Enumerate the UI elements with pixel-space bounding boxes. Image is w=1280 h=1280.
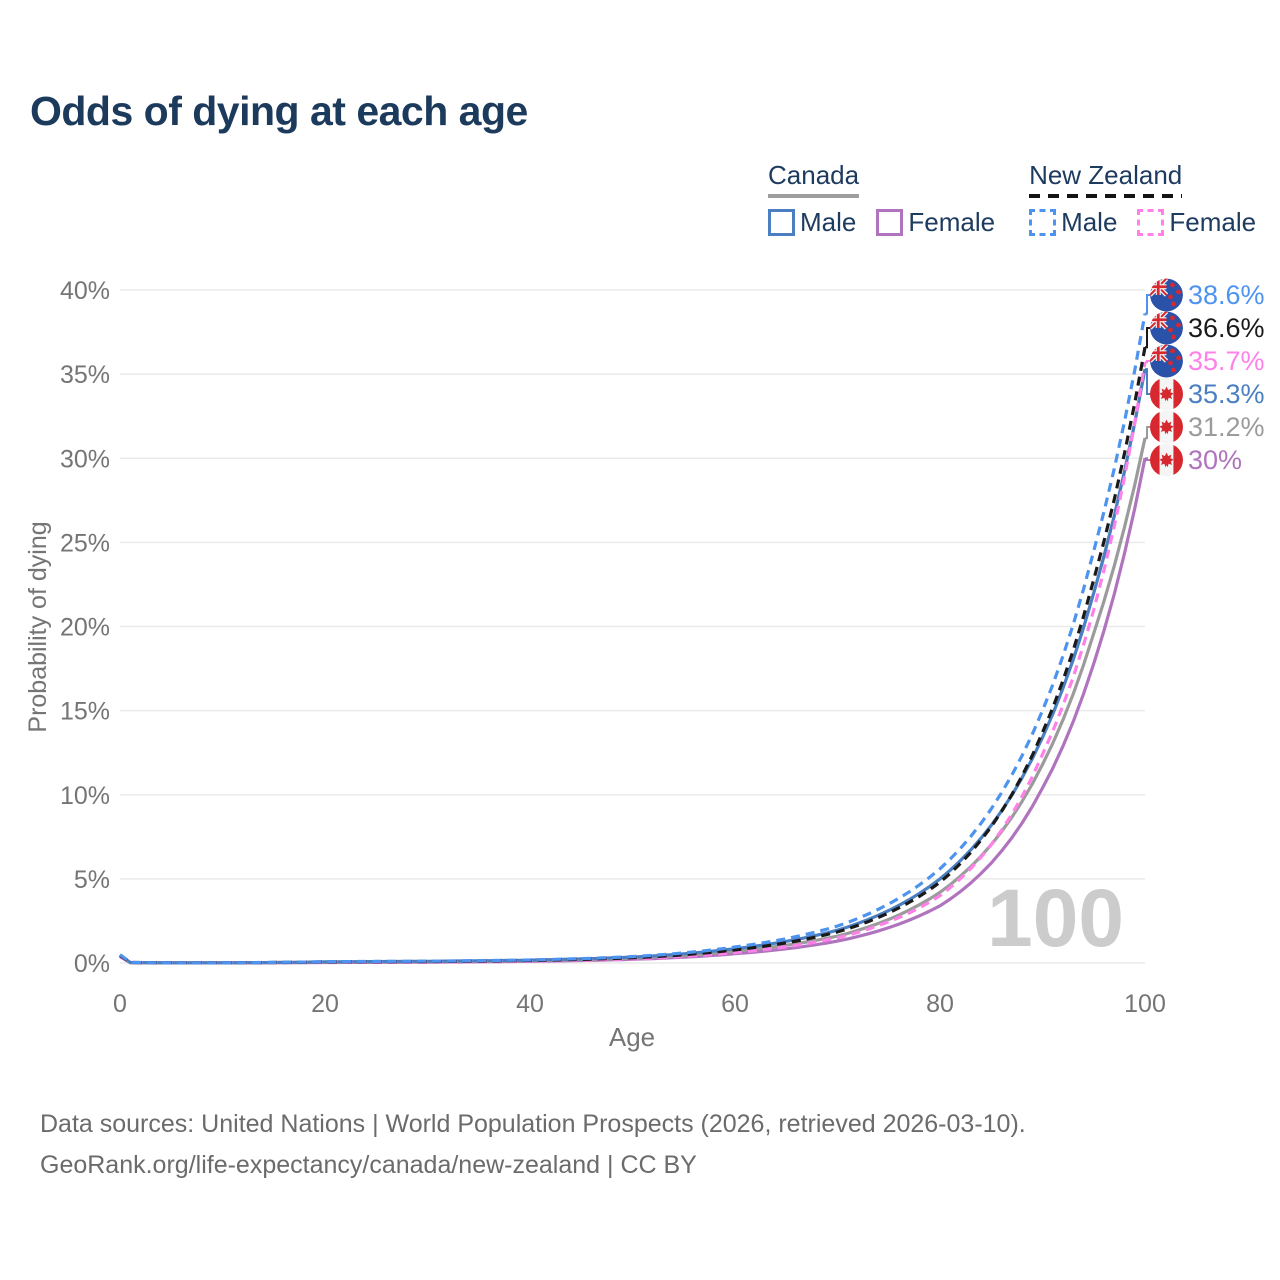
end-label-ca-male: 35.3%	[1145, 368, 1265, 411]
series-line-nz-both	[119, 346, 1147, 965]
legend-country-label: Canada	[768, 160, 860, 190]
legend-country-label: New Zealand	[1029, 160, 1183, 190]
x-axis-title: Age	[609, 1022, 655, 1052]
legend-item-label: Male	[800, 207, 857, 237]
chart-title: Odds of dying at each age	[30, 88, 528, 134]
y-tick-label-30: 30%	[60, 445, 110, 473]
end-label-value-nz-both: 36.6%	[1188, 313, 1265, 343]
y-axis-title: Probability of dying	[24, 521, 52, 732]
legend: Canada Male Female New Zealand	[768, 160, 1256, 238]
canada-flag-icon	[1150, 377, 1183, 411]
legend-items-canada: Male Female	[768, 207, 995, 238]
end-label-connector	[1145, 327, 1150, 349]
canada-line-sample	[768, 194, 860, 198]
end-label-connector	[1145, 294, 1150, 315]
legend-item-canada-female: Female	[876, 207, 995, 238]
legend-group-new-zealand: New Zealand Male Female	[1029, 160, 1256, 238]
y-tick-label-20: 20%	[60, 614, 110, 642]
x-tick-label-80: 80	[926, 990, 954, 1018]
y-tick-label-40: 40%	[60, 277, 110, 305]
footer-attribution: GeoRank.org/life-expectancy/canada/new-z…	[40, 1151, 697, 1179]
x-tick-label-40: 40	[516, 990, 544, 1018]
end-label-value-ca-both: 31.2%	[1188, 412, 1265, 442]
y-tick-label-0: 0%	[74, 950, 110, 978]
y-tick-label-25: 25%	[60, 529, 110, 557]
legend-items-new-zealand: Male Female	[1029, 207, 1256, 238]
x-tick-label-0: 0	[113, 990, 127, 1018]
new-zealand-flag-icon	[1150, 278, 1183, 312]
legend-group-canada: Canada Male Female	[768, 160, 995, 238]
new-zealand-flag-icon	[1150, 344, 1183, 378]
nz-male-swatch-icon	[1029, 209, 1057, 236]
end-label-nz-male: 38.6%	[1145, 278, 1265, 315]
end-label-value-nz-male: 38.6%	[1188, 280, 1265, 310]
end-label-connector	[1145, 426, 1150, 440]
end-label-value-ca-male: 35.3%	[1188, 379, 1265, 409]
legend-item-canada-male: Male	[768, 207, 856, 238]
x-tick-label-60: 60	[721, 990, 749, 1018]
new-zealand-line-sample	[1029, 194, 1183, 198]
new-zealand-flag-icon	[1150, 311, 1183, 345]
series-lines	[119, 313, 1147, 965]
y-tick-label-35: 35%	[60, 361, 110, 389]
legend-item-label: Female	[908, 207, 996, 237]
legend-country-canada: Canada	[768, 160, 860, 198]
x-axis-ticks: 0 20 40 60 80 100	[113, 990, 1166, 1018]
end-label-value-ca-female: 30%	[1188, 445, 1242, 475]
legend-item-label: Female	[1169, 207, 1257, 237]
canada-female-swatch-icon	[876, 209, 904, 236]
series-line-nz-male	[119, 313, 1147, 965]
canada-flag-icon	[1150, 443, 1183, 477]
end-label-connector	[1145, 368, 1150, 395]
age-watermark: 100	[987, 873, 1124, 964]
legend-item-nz-male: Male	[1029, 207, 1117, 238]
legend-item-label: Male	[1061, 207, 1118, 237]
x-tick-label-20: 20	[311, 990, 339, 1018]
footer: Data sources: United Nations | World Pop…	[40, 1104, 1026, 1186]
end-label-nz-female: 35.7%	[1145, 344, 1265, 378]
end-label-ca-both: 31.2%	[1145, 410, 1265, 444]
end-label-value-nz-female: 35.7%	[1188, 346, 1265, 376]
end-label-nz-both: 36.6%	[1145, 311, 1265, 349]
y-tick-label-5: 5%	[74, 866, 110, 894]
y-tick-label-10: 10%	[60, 782, 110, 810]
series-end-labels: 38.6%36.6%35.7%35.3%31.2%30%	[1145, 278, 1265, 477]
nz-female-swatch-icon	[1137, 209, 1165, 236]
footer-data-sources: Data sources: United Nations | World Pop…	[40, 1110, 1026, 1138]
y-axis-ticks: 0% 5% 10% 15% 20% 25% 30% 35% 40%	[60, 277, 110, 978]
end-label-ca-female: 30%	[1145, 443, 1242, 477]
mortality-line-chart: 100 0% 5% 10% 15% 20% 25% 30% 35% 40% 0 20 40 60 80 1…	[24, 277, 1265, 1052]
end-label-connector	[1145, 457, 1150, 461]
y-tick-label-15: 15%	[60, 698, 110, 726]
canada-flag-icon	[1150, 410, 1183, 444]
canada-male-swatch-icon	[768, 209, 795, 236]
x-tick-label-100: 100	[1124, 990, 1166, 1018]
legend-item-nz-female: Female	[1137, 207, 1256, 238]
legend-country-new-zealand: New Zealand	[1029, 160, 1183, 198]
end-label-connector	[1145, 360, 1150, 364]
